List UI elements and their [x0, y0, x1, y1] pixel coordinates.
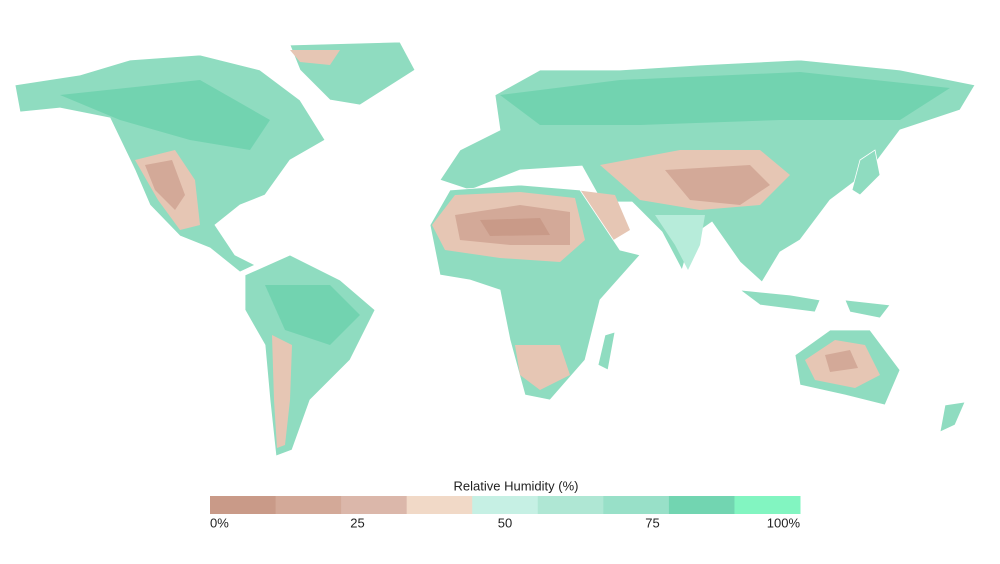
legend-swatch [472, 496, 539, 514]
siberia-humid [500, 72, 950, 125]
madagascar [597, 331, 616, 371]
legend-ticks: 0% 25 50 75 100% [210, 515, 800, 530]
legend-tick-label: 75 [645, 515, 659, 530]
australia-drier [825, 350, 858, 372]
legend-tick-label: 0% [210, 515, 229, 530]
legend-swatch [406, 496, 473, 514]
legend-tick-label: 50 [498, 515, 512, 530]
north-america-humid [60, 80, 270, 150]
legend: Relative Humidity (%) 0% 25 50 75 100% [210, 478, 801, 530]
new-zealand [939, 401, 966, 433]
tibet-dry [665, 165, 770, 205]
legend-swatch [734, 496, 801, 514]
legend-bar [210, 496, 801, 514]
sahara-driest [480, 218, 550, 236]
indonesia [738, 289, 821, 313]
legend-title: Relative Humidity (%) [454, 478, 579, 493]
legend-swatch [537, 496, 604, 514]
amazon-humid [265, 285, 360, 345]
legend-swatch [341, 496, 408, 514]
legend-swatch [603, 496, 670, 514]
india [655, 215, 705, 270]
legend-tick-label: 25 [350, 515, 364, 530]
legend-swatch [275, 496, 342, 514]
new-guinea [844, 299, 891, 319]
greenland-dry [290, 50, 340, 65]
japan [851, 149, 881, 196]
kalahari-dry [515, 345, 570, 390]
legend-swatch [668, 496, 735, 514]
legend-swatch [210, 496, 277, 514]
world-map [14, 41, 976, 457]
us-southwest-drier [145, 160, 185, 210]
legend-tick-label: 100% [767, 515, 801, 530]
andes-dry [272, 335, 292, 448]
